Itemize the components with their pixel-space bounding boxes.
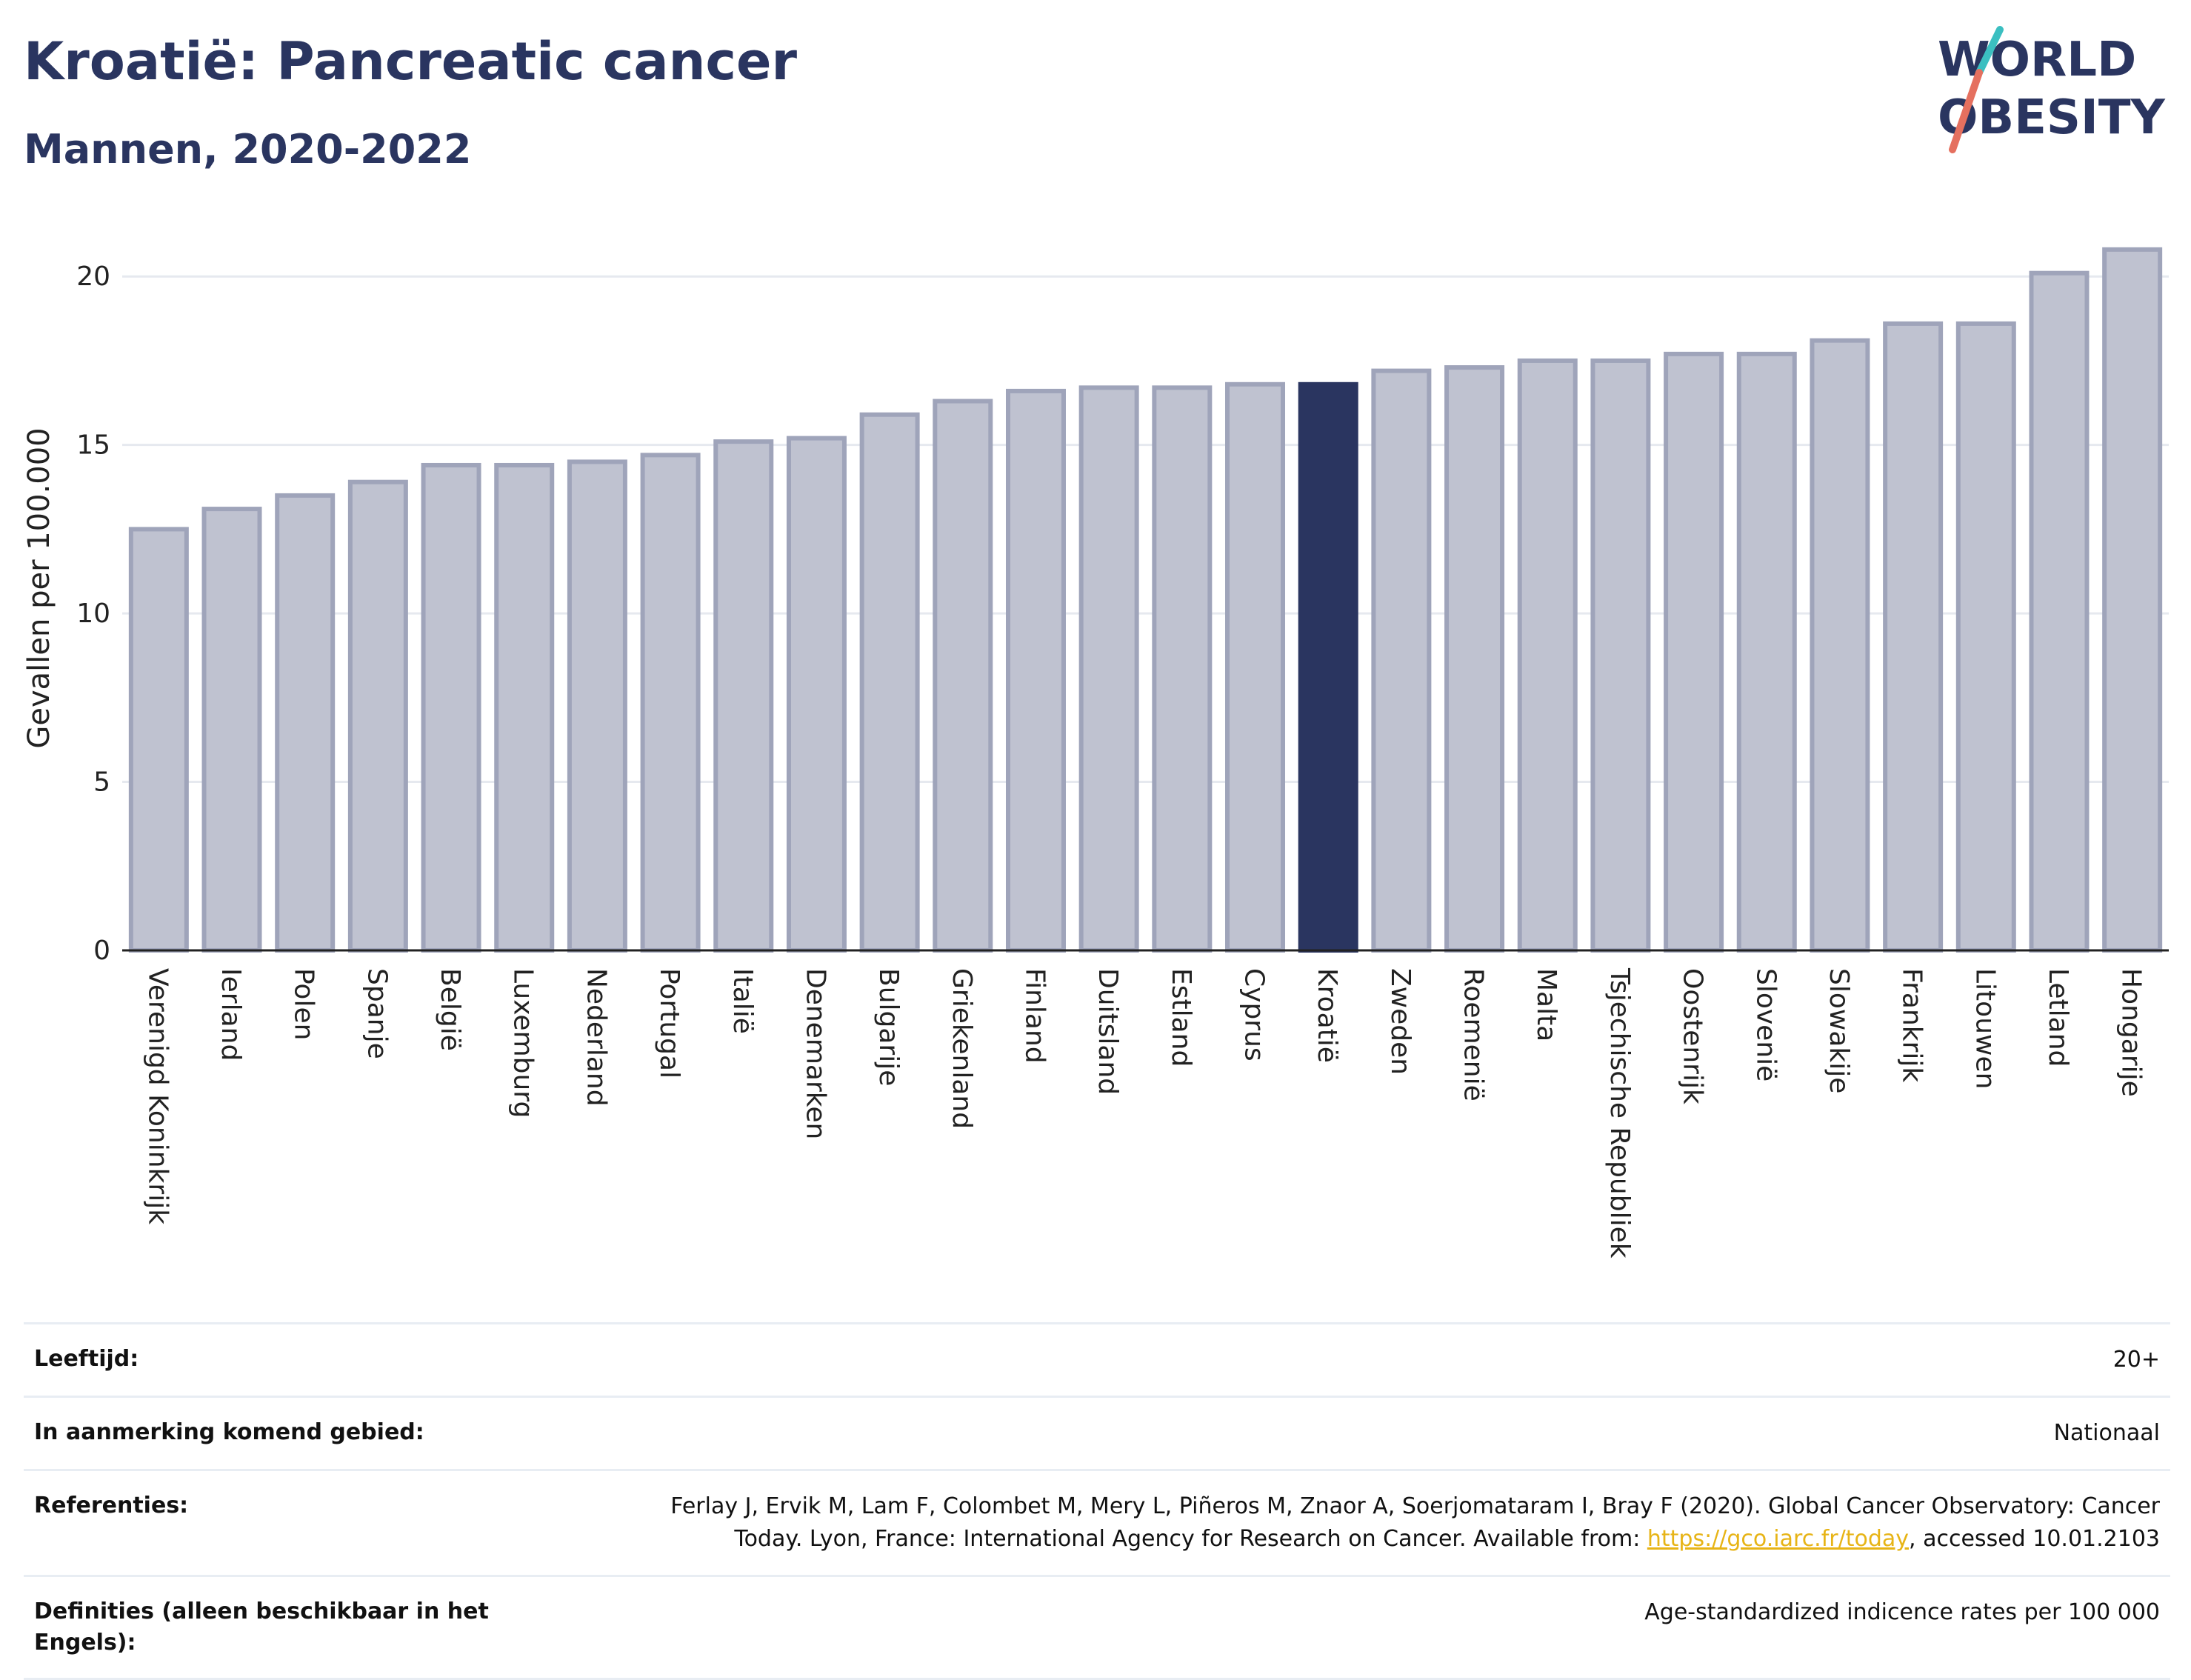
x-tick-label: Cyprus: [1239, 968, 1270, 1061]
info-value-definitions: Age-standardized indicence rates per 100…: [1644, 1599, 2160, 1625]
x-tick-label: Estland: [1166, 968, 1196, 1067]
x-tick-label: Portugal: [654, 968, 684, 1079]
info-value-area: Nationaal: [2053, 1420, 2160, 1446]
x-tick-label: Oostenrijk: [1678, 968, 1708, 1104]
info-row-area: In aanmerking komend gebied: Nationaal: [24, 1396, 2170, 1469]
bar: [1517, 358, 1578, 953]
bar: [1444, 365, 1505, 953]
bar: [421, 462, 481, 953]
y-tick-label: 15: [76, 430, 110, 461]
bar: [1371, 368, 1432, 953]
bar: [1298, 381, 1358, 953]
info-row-references: Referenties: Ferlay J, Ervik M, Lam F, C…: [24, 1469, 2170, 1575]
bar: [128, 527, 189, 953]
bar: [1152, 385, 1213, 953]
x-tick-label: Hongarije: [2116, 968, 2147, 1097]
x-tick-label: Zweden: [1385, 968, 1415, 1075]
bar: [1225, 381, 1286, 953]
x-tick-label: Malta: [1531, 968, 1561, 1041]
info-table: Leeftijd: 20+ In aanmerking komend gebie…: [24, 1322, 2170, 1680]
bar: [275, 493, 336, 953]
bar: [347, 479, 408, 953]
x-tick-label: Spanje: [361, 968, 392, 1059]
bar: [567, 459, 627, 953]
logo-line-1: WORLD: [1938, 33, 2136, 87]
x-tick-label: Luxemburg: [508, 968, 538, 1118]
info-value-age: 20+: [2112, 1347, 2160, 1373]
info-row-age: Leeftijd: 20+: [24, 1322, 2170, 1396]
x-tick-label: Frankrijk: [1897, 968, 1927, 1082]
y-tick-label: 5: [93, 767, 110, 798]
x-tick-label: Slowakije: [1824, 968, 1854, 1093]
bar-chart: 0 5 10 15 20 Gevallen per 100.000 Verenigd Kon…: [22, 247, 2169, 1259]
bar: [640, 453, 701, 953]
x-tick-label: Bulgarije: [873, 968, 904, 1086]
x-tick-label: Griekenland: [947, 968, 977, 1129]
x-tick-label: Denemarken: [800, 968, 830, 1139]
world-obesity-logo: WORLD OBESITY: [1938, 26, 2165, 153]
x-tick-label: Ierland: [216, 968, 246, 1061]
x-tick-label: België: [435, 968, 465, 1051]
bar: [786, 436, 847, 953]
y-axis-label: Gevallen per 100.000: [22, 427, 56, 748]
y-tick-label: 0: [93, 936, 110, 966]
x-tick-label: Nederland: [581, 968, 611, 1107]
bar: [2029, 270, 2090, 953]
info-label-age: Leeftijd:: [34, 1346, 139, 1372]
logo-line-2: OBESITY: [1938, 90, 2165, 145]
bar: [1078, 385, 1139, 953]
bar: [1883, 321, 1944, 953]
y-tick-label: 10: [76, 599, 110, 629]
info-row-definitions: Definities (alleen beschikbaar in het En…: [24, 1575, 2170, 1680]
page-subtitle: Mannen, 2020-2022: [24, 126, 472, 173]
reference-accessed: , accessed 10.01.2103: [1909, 1526, 2160, 1552]
bar: [1664, 351, 1724, 953]
page-title: Kroatië: Pancreatic cancer: [24, 31, 797, 92]
x-tick-label: Verenigd Koninkrijk: [142, 968, 173, 1224]
reference-link[interactable]: https://gco.iarc.fr/today: [1647, 1526, 1910, 1552]
bar: [713, 439, 774, 953]
x-tick-label: Finland: [1019, 968, 1050, 1064]
info-label-references: Referenties:: [34, 1493, 189, 1519]
reference-text: Ferlay J, Ervik M, Lam F, Colombet M, Me…: [670, 1493, 2160, 1552]
bar: [1590, 358, 1651, 953]
info-label-definitions: Definities (alleen beschikbaar in het En…: [34, 1599, 489, 1656]
x-tick-label: Duitsland: [1093, 968, 1123, 1095]
info-label-area: In aanmerking komend gebied:: [34, 1419, 424, 1445]
x-tick-label: Tsjechische Republiek: [1604, 967, 1635, 1259]
x-tick-label: Litouwen: [1970, 968, 2000, 1089]
x-tick-label: Slovenië: [1750, 968, 1781, 1081]
x-tick-label: Italië: [727, 968, 758, 1034]
bar: [859, 412, 920, 953]
bar: [1005, 388, 1066, 953]
x-tick-label: Polen: [289, 968, 319, 1040]
bar: [933, 399, 993, 953]
y-tick-label: 20: [76, 261, 110, 292]
bar: [494, 462, 555, 953]
bar: [1955, 321, 2016, 953]
x-tick-label: Kroatië: [1312, 968, 1342, 1063]
info-value-references: Ferlay J, Ervik M, Lam F, Colombet M, Me…: [604, 1490, 2160, 1556]
x-tick-label: Roemenië: [1458, 968, 1489, 1101]
bar: [201, 507, 262, 953]
bar: [1736, 351, 1797, 953]
bar: [1810, 338, 1870, 953]
x-tick-label: Letland: [2043, 968, 2073, 1067]
bar: [2102, 247, 2163, 953]
